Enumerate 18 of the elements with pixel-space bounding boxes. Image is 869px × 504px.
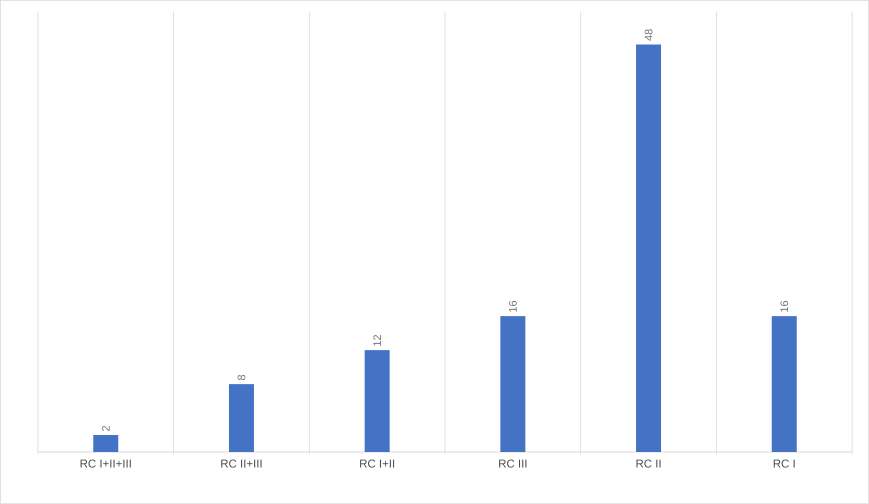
bar	[93, 435, 118, 452]
data-label: 48	[644, 29, 652, 41]
data-label: 16	[780, 300, 788, 312]
x-tick-label: RC II	[636, 460, 661, 468]
x-tick-label: RC III	[499, 460, 526, 468]
data-label: 12	[373, 335, 381, 346]
x-tick-label: RC II+III	[221, 460, 262, 468]
x-tick-label: RC I	[774, 460, 795, 468]
x-tick-label: RC I+II	[360, 460, 394, 468]
data-label: 8	[238, 374, 246, 380]
bar	[636, 44, 662, 452]
bar	[772, 316, 797, 452]
data-label: 16	[508, 300, 517, 312]
data-label: 2	[102, 426, 110, 431]
x-tick-label: RC I+II+III	[80, 460, 131, 468]
bar	[228, 384, 254, 452]
bar	[500, 316, 526, 452]
bar	[364, 350, 390, 452]
